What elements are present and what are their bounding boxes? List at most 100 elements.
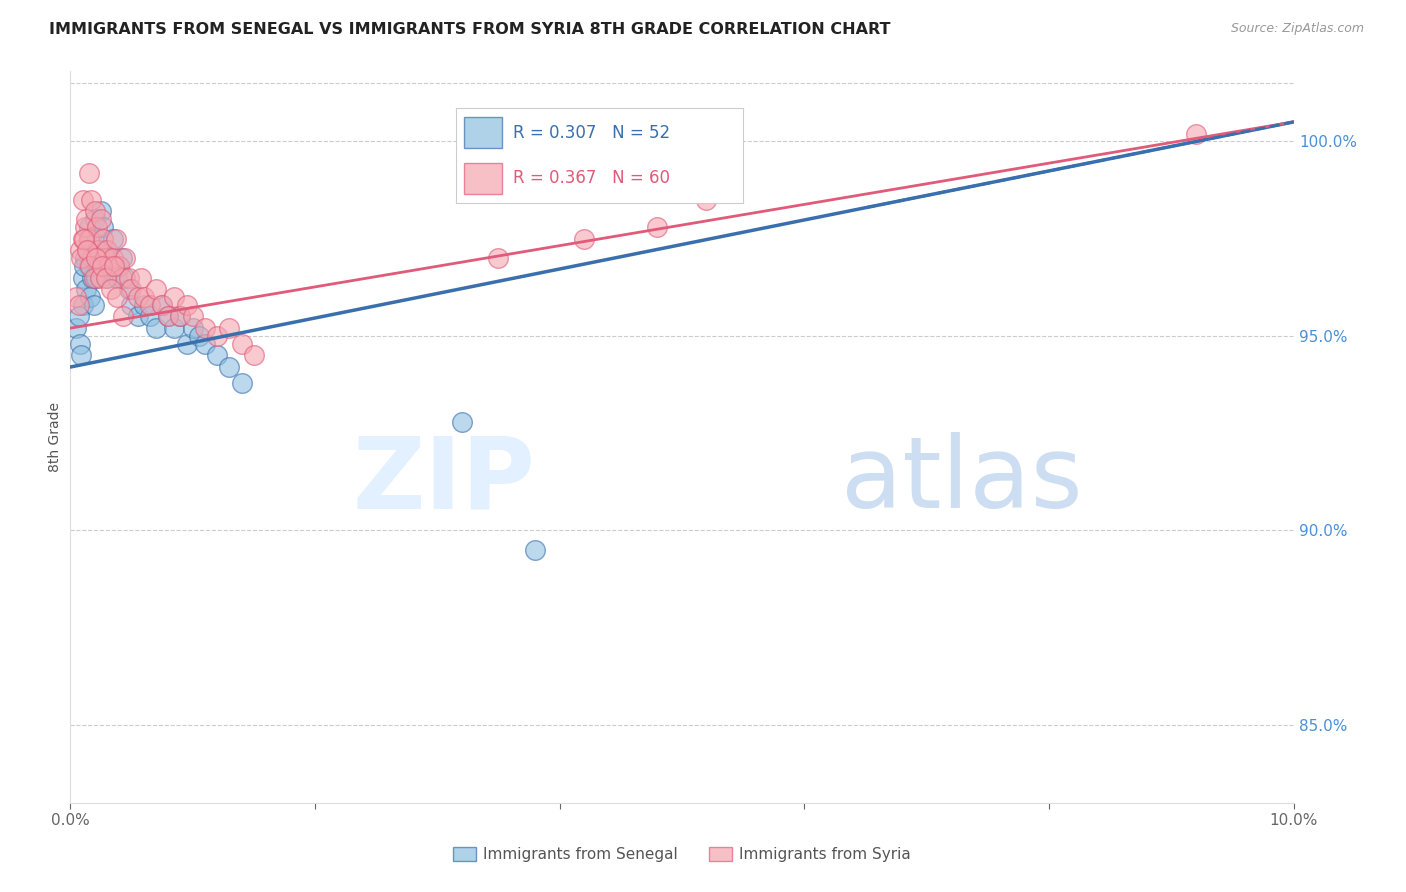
Point <box>647 219 669 234</box>
Point <box>111 310 134 324</box>
Point <box>75 212 97 227</box>
Point <box>70 251 93 265</box>
Point <box>157 310 180 324</box>
Point <box>67 298 90 312</box>
Point <box>86 219 108 234</box>
Point <box>72 298 94 312</box>
Point <box>65 321 87 335</box>
Point <box>181 321 204 335</box>
Point <box>205 329 228 343</box>
Point <box>77 219 100 234</box>
Legend: Immigrants from Senegal, Immigrants from Syria: Immigrants from Senegal, Immigrants from… <box>447 840 917 868</box>
Point <box>79 290 101 304</box>
Point <box>127 310 149 324</box>
Point <box>93 251 115 265</box>
Point <box>488 251 510 265</box>
Point <box>105 290 128 304</box>
Point <box>73 232 96 246</box>
Point <box>163 321 186 335</box>
Text: Source: ZipAtlas.com: Source: ZipAtlas.com <box>1230 22 1364 36</box>
Point <box>79 259 101 273</box>
Point <box>181 310 204 324</box>
Point <box>69 336 91 351</box>
Point <box>1184 127 1206 141</box>
Point <box>101 251 124 265</box>
Point <box>90 204 112 219</box>
Point <box>231 336 253 351</box>
Point <box>111 251 134 265</box>
Point <box>73 251 96 265</box>
Point <box>127 290 149 304</box>
Point <box>176 336 198 351</box>
Point <box>108 259 131 273</box>
Point <box>150 298 173 312</box>
Point <box>114 270 136 285</box>
Point <box>572 232 595 246</box>
Point <box>103 259 125 273</box>
Point <box>194 336 217 351</box>
Point <box>72 270 94 285</box>
Point <box>157 310 180 324</box>
Point <box>104 232 127 246</box>
Point <box>105 270 128 285</box>
Point <box>96 244 118 258</box>
Point <box>121 298 143 312</box>
Point <box>73 219 96 234</box>
Point <box>72 193 94 207</box>
Point <box>77 232 100 246</box>
Point <box>83 244 105 258</box>
Point <box>94 270 117 285</box>
Point <box>111 270 134 285</box>
Point <box>101 232 124 246</box>
Point <box>73 259 96 273</box>
Point <box>83 270 105 285</box>
Point <box>231 376 253 390</box>
Text: IMMIGRANTS FROM SENEGAL VS IMMIGRANTS FROM SYRIA 8TH GRADE CORRELATION CHART: IMMIGRANTS FROM SENEGAL VS IMMIGRANTS FR… <box>49 22 891 37</box>
Point <box>86 232 108 246</box>
Point <box>98 259 121 273</box>
Point <box>76 244 98 258</box>
Text: atlas: atlas <box>841 433 1083 530</box>
Point <box>65 290 87 304</box>
Point <box>108 259 131 273</box>
Point <box>218 321 240 335</box>
Point <box>89 270 111 285</box>
Point <box>187 329 209 343</box>
Point <box>145 282 167 296</box>
Point <box>90 212 112 227</box>
Point <box>169 310 191 324</box>
Point <box>76 244 98 258</box>
Point <box>129 270 152 285</box>
Point <box>83 298 105 312</box>
Point <box>205 348 228 362</box>
Point <box>150 298 173 312</box>
Point <box>169 310 191 324</box>
Point <box>139 298 162 312</box>
Point <box>72 232 94 246</box>
Point <box>114 251 136 265</box>
Point <box>91 259 114 273</box>
Point <box>77 259 100 273</box>
Point <box>70 348 93 362</box>
Point <box>91 219 114 234</box>
Point <box>83 212 105 227</box>
Point <box>243 348 266 362</box>
Point <box>118 282 141 296</box>
Point <box>163 290 186 304</box>
Point <box>145 321 167 335</box>
Point <box>194 321 217 335</box>
Point <box>91 232 114 246</box>
Point <box>176 298 198 312</box>
Point <box>121 282 143 296</box>
Point <box>80 232 103 246</box>
Point <box>96 270 118 285</box>
Point <box>83 204 105 219</box>
Point <box>524 542 547 557</box>
Point <box>98 251 121 265</box>
Point <box>132 298 155 312</box>
Y-axis label: 8th Grade: 8th Grade <box>48 402 62 472</box>
Point <box>80 193 103 207</box>
Point <box>84 270 107 285</box>
Point <box>67 310 90 324</box>
Point <box>132 290 155 304</box>
